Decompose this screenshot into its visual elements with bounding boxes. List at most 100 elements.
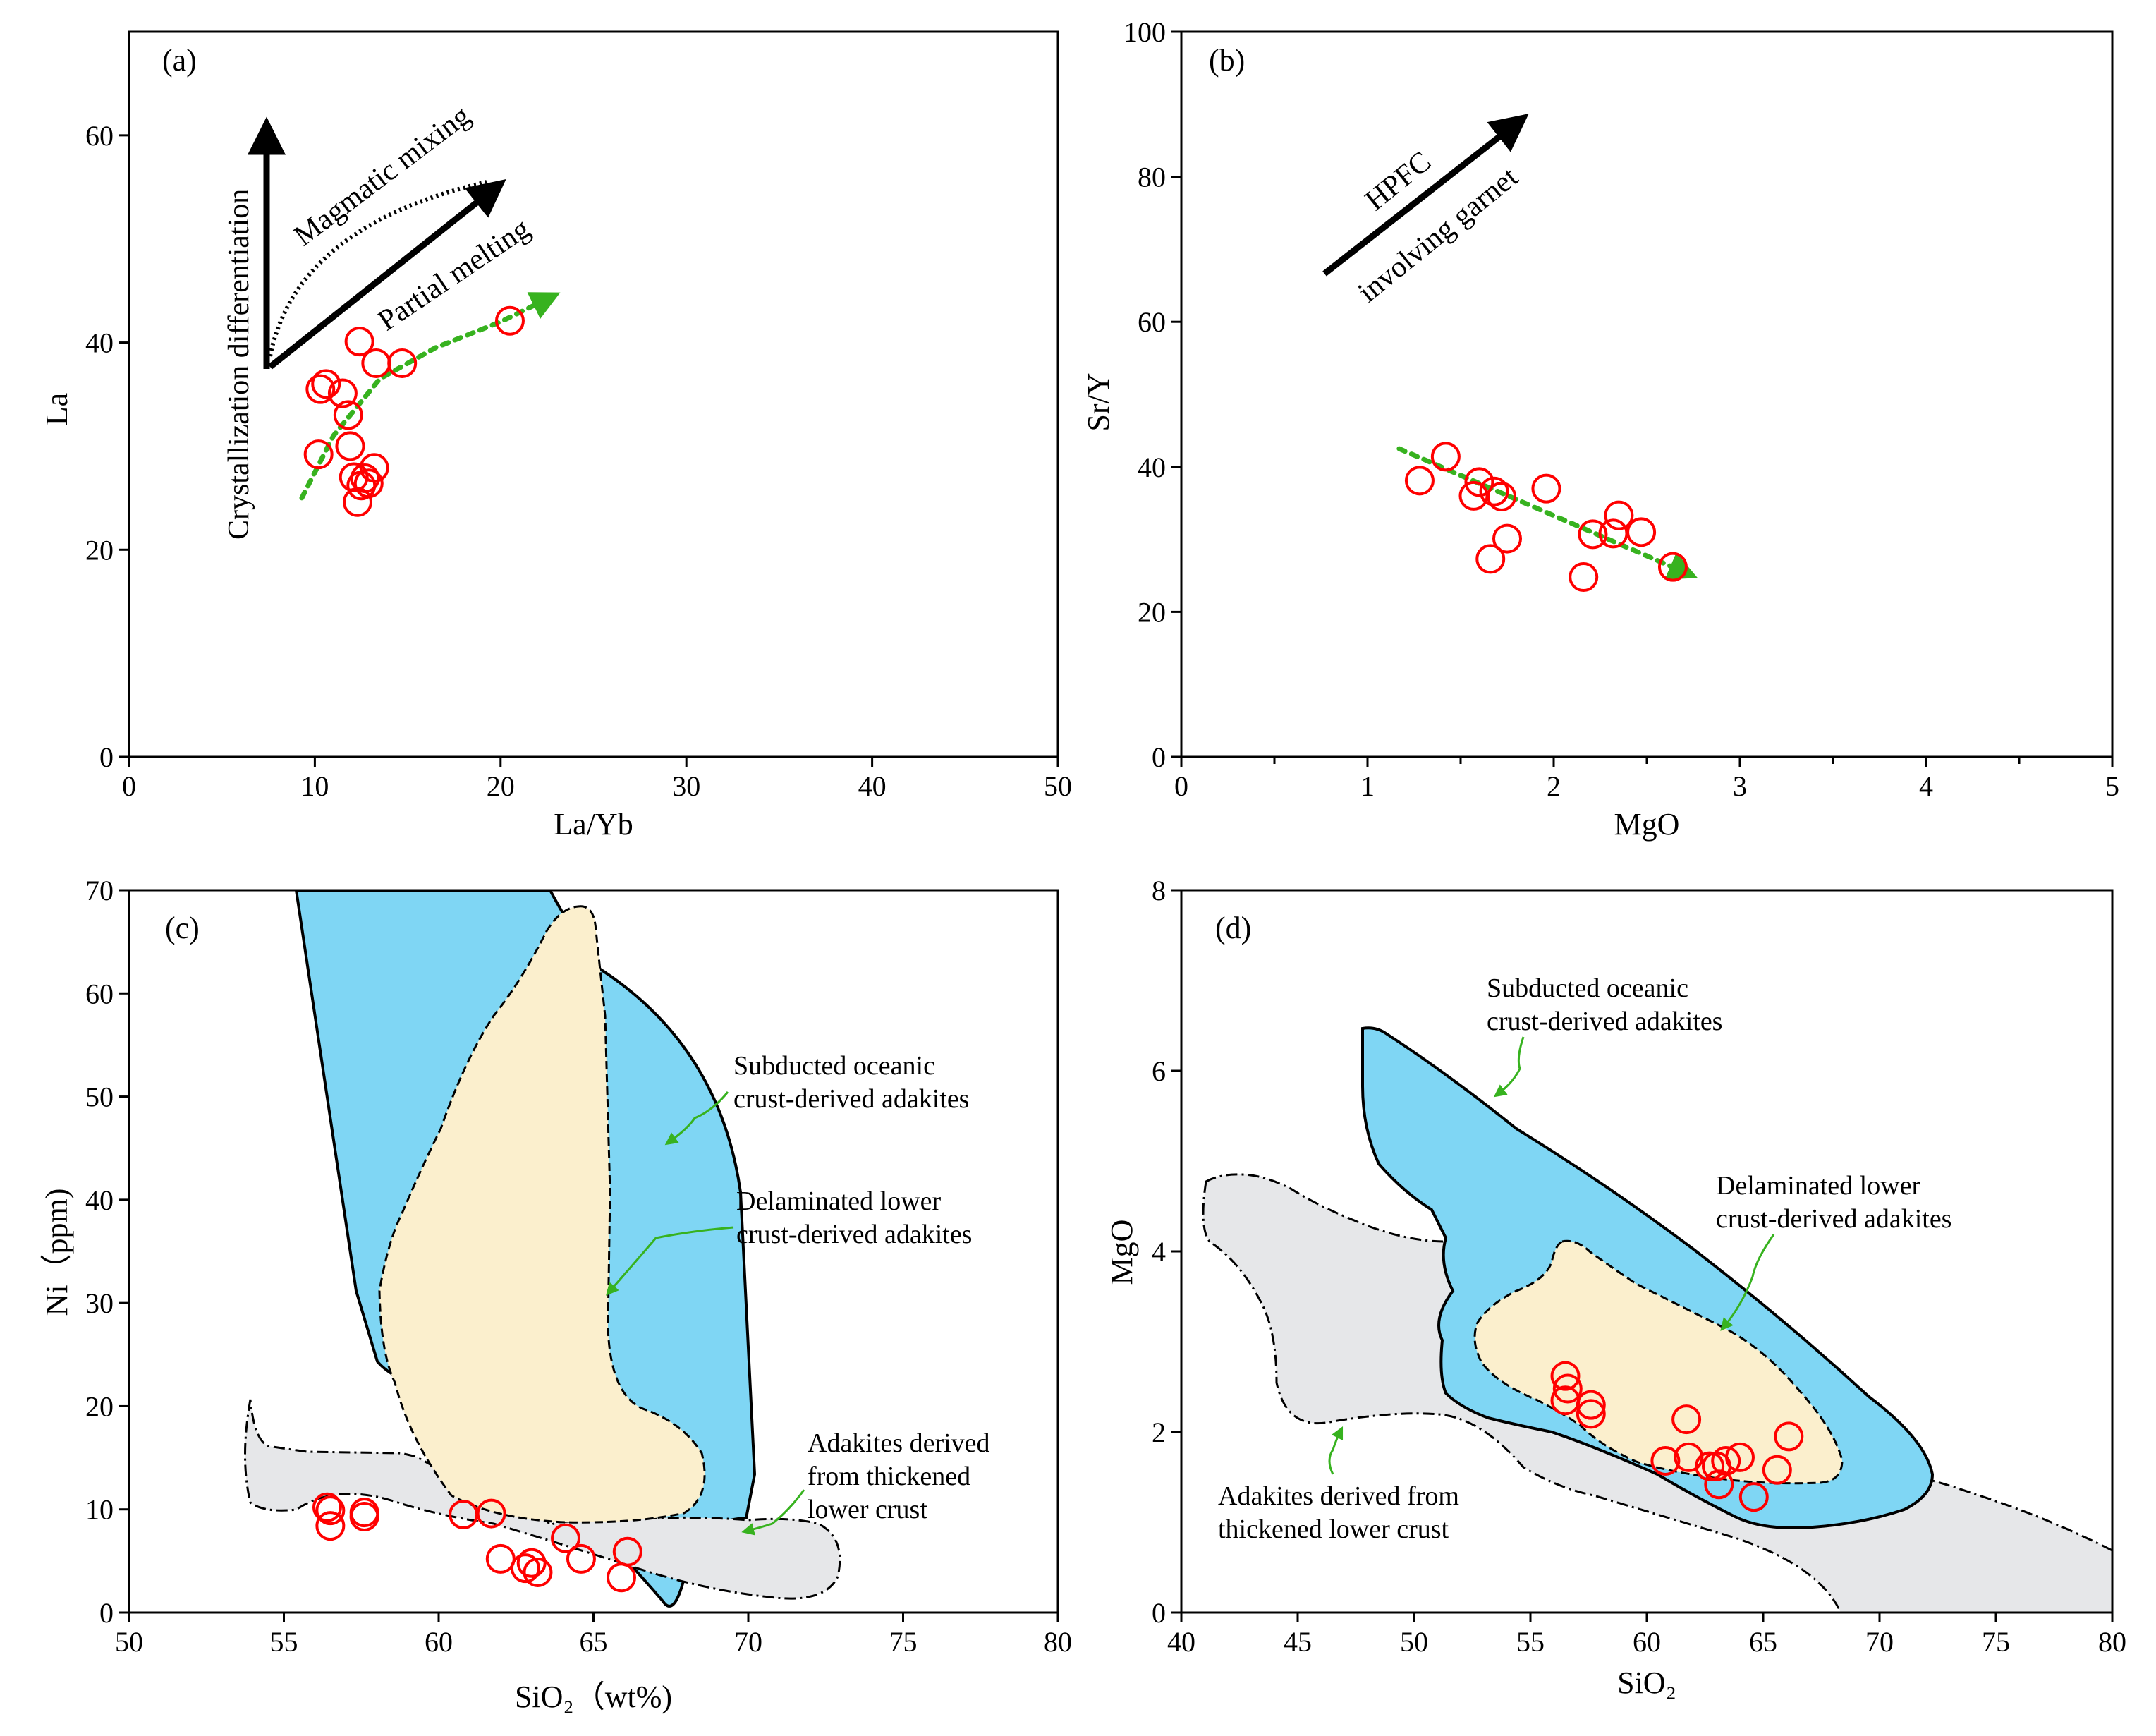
panel-a-label: (a) [162,43,197,78]
sample-point-b [1464,467,1494,497]
sample-point-b [1487,481,1517,511]
sample-point-a [350,463,380,493]
sample-point-d [1725,1442,1755,1472]
sample-point-a [344,327,374,357]
subducted-label-d-2: crust-derived adakites [1487,1007,1722,1036]
sample-point-d [1671,1404,1702,1435]
x-tick-label-d: 65 [1749,1626,1777,1658]
y-tick-label-d: 6 [1152,1055,1166,1087]
x-tick-label-d: 55 [1516,1626,1545,1658]
sample-point-b [1604,500,1634,530]
y-tick-label-d: 2 [1152,1416,1166,1448]
x-tick-label-a: 0 [122,770,136,802]
sample-point-c [485,1543,516,1574]
y-axis-title-c: Ni（ppm) [39,1189,74,1316]
sample-point-d [1650,1445,1681,1476]
y-tick-label-d: 4 [1152,1236,1166,1268]
y-tick-label-c: 0 [99,1597,114,1629]
thickened-label-c-2: from thickened [808,1462,970,1491]
y-tick-label-d: 0 [1152,1597,1166,1629]
y-axis-title-d: MgO [1104,1220,1139,1285]
thickened-label-d-1: Adakites derived from [1218,1481,1459,1511]
sample-point-c [476,1498,506,1529]
thickened-label-c-1: Adakites derived [808,1428,990,1458]
sample-point-d [1774,1421,1804,1452]
panel-b: (b) HPFC involving garnet 0 1 2 3 4 502040608… [1081,16,2119,842]
x-tick-label-b: 5 [2105,770,2119,802]
sample-point-d [1738,1482,1769,1512]
thickened-pointer-d [1328,1426,1344,1475]
panel-a: (a) Crystallization differentiation Magm… [39,30,1072,842]
sample-point-a [311,369,341,399]
sample-point-a [335,431,365,461]
sample-point-c [312,1492,342,1522]
sample-point-b [1430,442,1461,472]
thickened-label-d-2: thickened lower crust [1218,1515,1449,1544]
y-axis-title-b: Sr/Y [1081,372,1116,431]
sample-point-a [359,453,389,483]
y-tick-label-b: 60 [1138,306,1166,338]
plot-frame-b [1180,30,2114,758]
x-tick-label-b: 3 [1733,770,1747,802]
x-tick-label-c: 50 [115,1626,143,1658]
x-tick-label-a: 40 [858,770,887,802]
x-tick-label-d: 60 [1633,1626,1661,1658]
y-tick-label-c: 60 [85,978,114,1009]
x-axis-title-c: SiO₂（wt%) [515,1680,672,1714]
x-tick-label-d: 50 [1400,1626,1428,1658]
subducted-pointer-d [1493,1036,1525,1098]
x-axis-title-a: La/Yb [554,807,633,842]
x-axis-title-b: MgO [1614,807,1680,842]
trend-line-a [299,292,561,501]
x-tick-label-a: 30 [672,770,700,802]
y-tick-label-a: 0 [99,741,114,773]
y-tick-label-a: 40 [85,327,114,359]
sample-point-d [1762,1455,1792,1485]
y-tick-label-b: 0 [1152,741,1166,773]
thickened-field-c [244,1399,841,1600]
sample-point-c [612,1536,642,1567]
y-axis-title-a: La [39,393,74,425]
x-tick-label-a: 50 [1044,770,1072,802]
x-tick-label-d: 75 [1982,1626,2010,1658]
plot-frame-a [128,30,1059,758]
x-tick-label-c: 55 [270,1626,298,1658]
sample-point-b [1479,476,1509,506]
y-tick-label-c: 70 [85,875,114,906]
sample-point-b [1475,544,1506,574]
y-tick-label-d: 8 [1152,875,1166,906]
sample-point-c [349,1501,379,1531]
sample-point-b [1626,517,1657,547]
sample-point-a [494,305,525,336]
sample-point-d [1552,1373,1583,1404]
hpfc-label: HPFC [1359,145,1437,217]
partial-melting-arrow [268,178,506,370]
sample-point-c [315,1495,346,1526]
magmatic-mixing-curve [268,180,487,357]
sample-point-c [523,1557,553,1587]
x-tick-label-c: 70 [734,1626,762,1658]
sample-point-c [510,1553,540,1584]
y-tick-label-c: 50 [85,1081,114,1113]
y-tick-label-c: 40 [85,1184,114,1216]
sample-point-d [1674,1442,1704,1472]
subducted-label-c-1: Subducted oceanic [733,1051,935,1081]
x-tick-label-c: 60 [425,1626,453,1658]
sample-point-b [1404,466,1435,496]
x-tick-label-c: 80 [1044,1626,1072,1658]
x-tick-label-a: 20 [487,770,515,802]
sample-point-b [1531,473,1561,504]
crystallization-label: Crystallization differentiation [223,189,255,540]
x-tick-label-c: 75 [889,1626,918,1658]
delaminated-pointer-d [1720,1234,1775,1331]
y-tick-label-b: 20 [1138,596,1166,628]
panel-b-label: (b) [1209,43,1245,78]
sample-point-d [1550,1361,1581,1391]
x-tick-label-d: 45 [1284,1626,1312,1658]
x-tick-label-d: 40 [1167,1626,1195,1658]
sample-point-a [353,468,384,499]
x-tick-label-b: 0 [1174,770,1188,802]
y-tick-label-c: 30 [85,1287,114,1319]
sample-point-a [303,439,334,470]
sample-point-b [1657,552,1688,582]
